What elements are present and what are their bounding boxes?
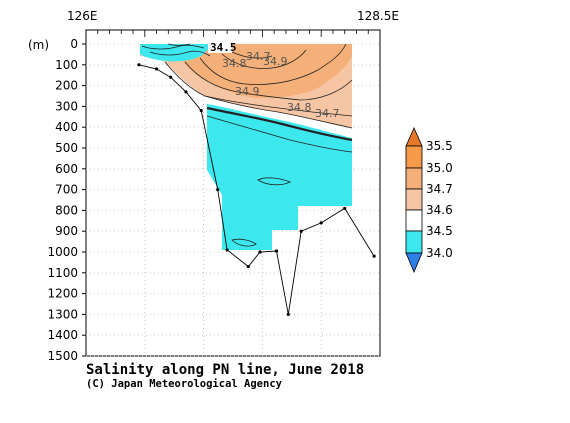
contour-label-34-7-b: 34.7 (315, 107, 340, 120)
contour-34-7 (164, 61, 353, 117)
contour-label-34-7: 34.7 (246, 50, 271, 63)
bottom-profile (137, 63, 376, 316)
bottom-station-point (286, 312, 290, 316)
x-tick-label-left: 126E (67, 9, 98, 23)
fill-orange-core (175, 44, 352, 98)
contour-label-34-8-b: 34.8 (287, 101, 312, 114)
bottom-station-point (169, 75, 173, 79)
y-tick-label: 700 (55, 183, 78, 197)
colorbar-label-35-0: 35.0 (426, 161, 453, 175)
colorbar-top-arrow (405, 127, 423, 147)
bottom-station-point (319, 221, 323, 225)
y-tick-label: 800 (55, 203, 78, 217)
y-tick-label: 400 (55, 120, 78, 134)
contour-label-box (208, 42, 232, 53)
salinity-fill (140, 44, 352, 250)
y-tick-label: 200 (55, 79, 78, 93)
contour-34-8 (184, 61, 353, 101)
x-tick-marks (85, 29, 381, 37)
contour-34-9 (199, 43, 347, 85)
y-tick-labels: 0 100 200 300 400 500 600 700 800 900 1000 1100 1200… (47, 37, 86, 363)
contour-labels: 34.5 34.7 34.8 34.9 34.9 34.8 34.7 (208, 41, 340, 120)
salinity-contours (141, 43, 353, 247)
chart-credit: (C) Japan Meteorological Agency (86, 378, 283, 390)
colorbar-34-0-34-5 (405, 230, 423, 254)
y-tick-label: 1000 (47, 245, 78, 259)
bottom-station-point (258, 250, 262, 254)
colorbar-label-34-0: 34.0 (426, 246, 453, 260)
chart-title: Salinity along PN line, June 2018 (86, 362, 364, 378)
fill-cyan-surface (140, 44, 210, 62)
contour-label-34-9-b: 34.9 (235, 85, 260, 98)
contour-label-34-5: 34.5 (210, 41, 237, 54)
colorbar-34-5-34-6 (405, 209, 423, 232)
bottom-station-point (216, 188, 220, 192)
fill-cyan-deep (207, 98, 352, 250)
contour-34-6 (204, 95, 353, 129)
bottom-station-point (299, 229, 303, 233)
contour-deep-eddy (257, 177, 291, 186)
contour-34-5-lower (206, 115, 353, 153)
contour-deep-small (231, 238, 257, 247)
y-tick-label: 1500 (47, 349, 78, 363)
contour-label-34-8: 34.8 (222, 57, 247, 70)
colorbar-35-0-35-5 (405, 145, 423, 169)
y-axis-label: (m) (28, 38, 49, 52)
contour-label-34-9: 34.9 (263, 55, 288, 68)
colorbar-34-6-34-7 (405, 188, 423, 211)
colorbar-label-34-7: 34.7 (426, 182, 453, 196)
colorbar-label-35-5: 35.5 (426, 139, 453, 153)
y-tick-label: 900 (55, 224, 78, 238)
y-tick-label: 300 (55, 99, 78, 113)
contour-34-5-thick (206, 106, 353, 142)
bottom-station-point (137, 63, 141, 67)
contour-34-9-inner (221, 49, 307, 69)
y-tick-label: 1100 (47, 266, 78, 280)
colorbar-label-34-5: 34.5 (426, 224, 453, 238)
y-tick-label: 1200 (47, 287, 78, 301)
bottom-station-point (199, 108, 203, 113)
bottom-station-point (246, 264, 250, 269)
y-tick-label: 100 (55, 58, 78, 72)
contour-surface-1 (141, 44, 205, 50)
y-tick-label: 1400 (47, 328, 78, 342)
y-tick-label: 500 (55, 141, 78, 155)
bottom-station-point (154, 67, 159, 71)
contour-surface-2 (149, 50, 211, 57)
y-tick-label: 1300 (47, 307, 78, 321)
x-tick-label-right: 128.5E (357, 9, 399, 23)
bottom-station-point (343, 206, 347, 210)
bottom-station-point (184, 90, 188, 94)
colorbar-34-7-35-0 (405, 167, 423, 190)
colorbar-bottom-arrow (405, 252, 423, 274)
contour-surface-3 (167, 43, 191, 46)
colorbar: 35.5 35.0 34.7 34.6 34.5 34.0 (405, 127, 453, 274)
colorbar-label-34-6: 34.6 (426, 203, 453, 217)
bottom-station-point (225, 248, 229, 252)
bottom-station-point (274, 249, 279, 253)
contour-35-0 (231, 51, 273, 59)
y-tick-label: 600 (55, 162, 78, 176)
bottom-station-point (372, 254, 376, 258)
y-tick-label: 0 (70, 37, 78, 51)
